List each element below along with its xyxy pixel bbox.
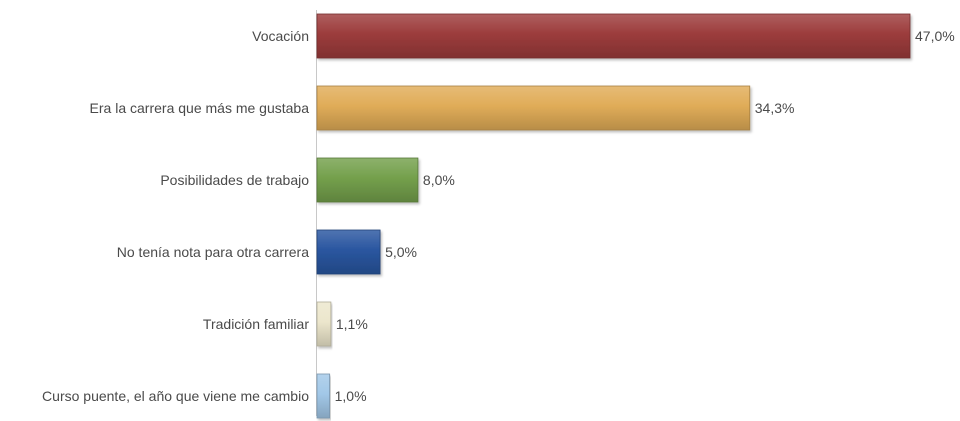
category-label: No tenía nota para otra carrera	[117, 244, 309, 260]
value-label: 8,0%	[423, 172, 455, 188]
value-label: 5,0%	[385, 244, 417, 260]
value-label: 34,3%	[755, 100, 795, 116]
bar-0	[316, 13, 911, 59]
category-label: Curso puente, el año que viene me cambio	[42, 388, 309, 404]
category-label: Vocación	[252, 28, 309, 44]
value-label: 1,1%	[336, 316, 368, 332]
bar-3	[316, 229, 381, 275]
bar-1	[316, 85, 751, 131]
bar-4	[316, 301, 332, 347]
category-label: Posibilidades de trabajo	[160, 172, 309, 188]
bar-5	[316, 373, 331, 419]
category-label: Tradición familiar	[203, 316, 309, 332]
bar-2	[316, 157, 419, 203]
category-label: Era la carrera que más me gustaba	[90, 100, 310, 116]
value-label: 47,0%	[915, 28, 955, 44]
value-label: 1,0%	[335, 388, 367, 404]
